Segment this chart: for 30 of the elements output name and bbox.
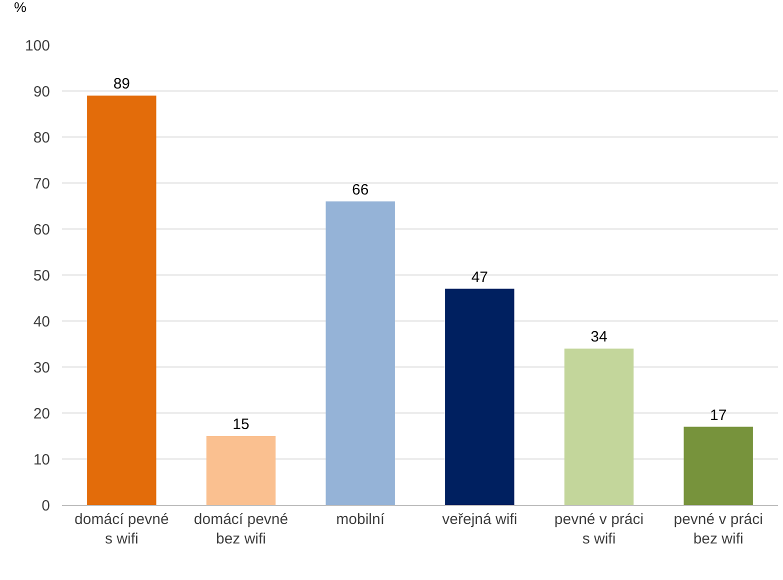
bar <box>445 288 514 505</box>
x-tick-label: domácí pevné bez wifi <box>194 511 288 548</box>
y-tick-label: 30 <box>33 359 50 376</box>
y-tick-label: 80 <box>33 129 50 146</box>
x-tick-label: domácí pevné s wifi <box>74 511 169 548</box>
y-tick-label: 70 <box>33 175 50 192</box>
y-axis-title: % <box>14 0 26 15</box>
y-tick-label: 20 <box>33 405 50 422</box>
bar <box>87 96 156 505</box>
x-tick-label: pevné v práci bez wifi <box>674 511 763 548</box>
x-tick-label: pevné v práci s wifi <box>554 511 644 548</box>
x-tick-label: mobilní <box>336 511 386 528</box>
y-tick-label: 0 <box>42 497 50 514</box>
data-label: 34 <box>590 328 608 346</box>
bar <box>564 348 634 505</box>
bar <box>684 426 753 505</box>
bar <box>326 201 395 505</box>
data-label: 89 <box>113 76 130 93</box>
y-tick-label: 50 <box>33 267 50 284</box>
y-tick-label: 100 <box>24 37 50 54</box>
bar <box>206 436 276 505</box>
y-tick-label: 90 <box>33 83 50 100</box>
y-tick-label: 60 <box>33 221 50 238</box>
data-label: 17 <box>710 406 727 424</box>
data-label: 66 <box>352 181 369 198</box>
data-label: 15 <box>232 416 250 433</box>
x-tick-label: veřejná wifi <box>442 511 518 528</box>
y-tick-label: 10 <box>33 451 50 468</box>
y-tick-label: 40 <box>33 313 50 330</box>
data-label: 47 <box>471 268 488 286</box>
